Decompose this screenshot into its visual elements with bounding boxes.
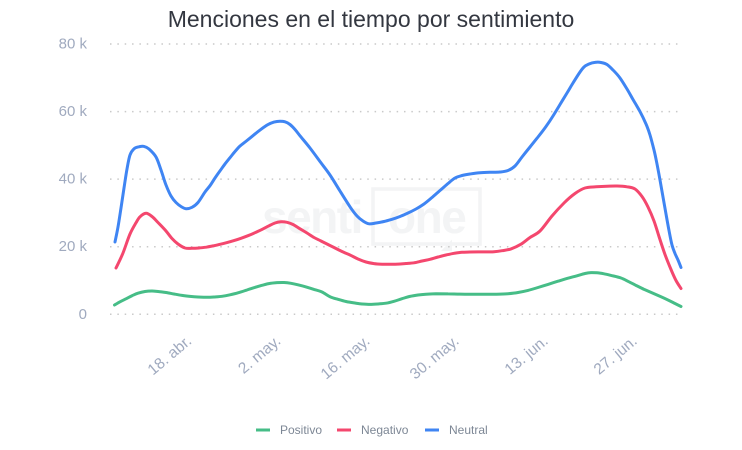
- svg-text:Negativo: Negativo: [361, 423, 409, 437]
- svg-text:Neutral: Neutral: [449, 423, 488, 437]
- svg-text:60 k: 60 k: [59, 103, 88, 120]
- svg-text:0: 0: [79, 306, 87, 323]
- svg-text:Menciones en el tiempo por sen: Menciones en el tiempo por sentimiento: [168, 6, 575, 32]
- svg-text:20 k: 20 k: [59, 238, 88, 255]
- svg-text:80 k: 80 k: [59, 36, 88, 53]
- svg-text:40 k: 40 k: [59, 171, 88, 188]
- svg-text:Positivo: Positivo: [280, 423, 322, 437]
